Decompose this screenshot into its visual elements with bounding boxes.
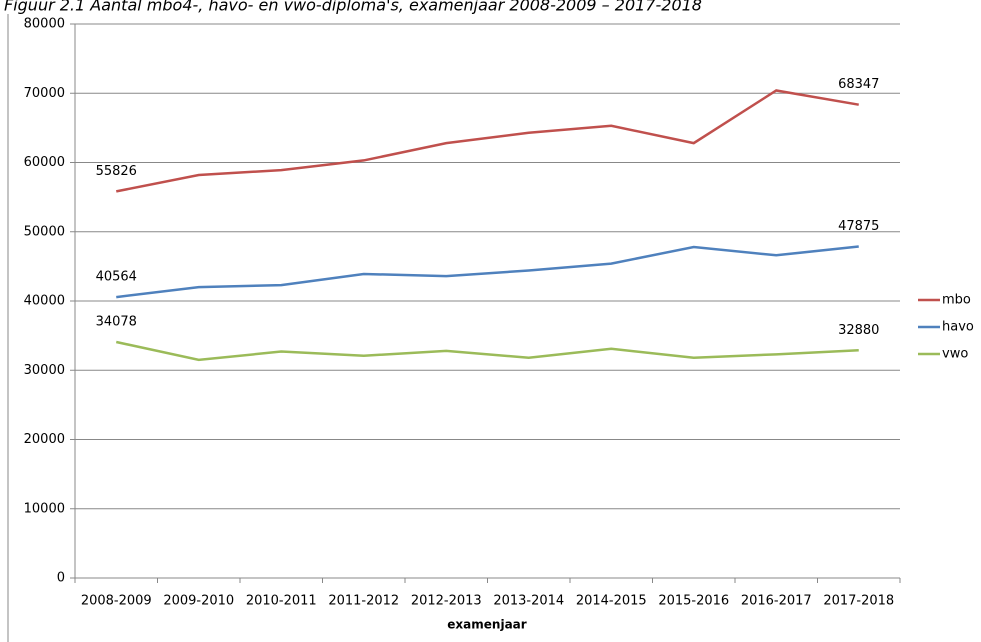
x-tick-label: 2010-2011 [246, 594, 317, 609]
y-tick-label: 50000 [24, 224, 65, 239]
x-tick-label: 2014-2015 [576, 594, 647, 609]
y-tick-label: 0 [57, 571, 65, 586]
x-tick-label: 2009-2010 [163, 594, 234, 609]
legend-label: havo [942, 320, 974, 335]
data-label: 34078 [96, 315, 137, 330]
x-tick-label: 2012-2013 [411, 594, 482, 609]
y-tick-label: 10000 [24, 501, 65, 516]
data-label: 55826 [96, 164, 137, 179]
data-label: 40564 [96, 270, 137, 285]
x-tick-label: 2017-2018 [823, 594, 894, 609]
y-tick-label: 20000 [24, 432, 65, 447]
y-tick-label: 30000 [24, 363, 65, 378]
y-tick-label: 40000 [24, 294, 65, 309]
series-line [116, 245, 859, 299]
x-axis-label: examenjaar [447, 618, 526, 632]
x-tick-label: 2011-2012 [328, 594, 399, 609]
series-line [116, 89, 859, 193]
y-tick-label: 80000 [24, 17, 65, 32]
data-label: 32880 [838, 323, 879, 338]
y-tick-label: 70000 [24, 86, 65, 101]
data-label: 68347 [838, 77, 879, 92]
x-tick-label: 2016-2017 [741, 594, 812, 609]
x-tick-label: 2013-2014 [493, 594, 564, 609]
legend-label: vwo [942, 347, 968, 362]
legend-label: mbo [942, 293, 971, 308]
x-tick-label: 2015-2016 [658, 594, 729, 609]
series-line [115, 340, 859, 362]
y-tick-label: 60000 [24, 155, 65, 170]
chart-title: Figuur 2.1 Aantal mbo4-, havo- en vwo-di… [4, 0, 702, 15]
x-tick-label: 2008-2009 [81, 594, 152, 609]
data-label: 47875 [838, 219, 879, 234]
